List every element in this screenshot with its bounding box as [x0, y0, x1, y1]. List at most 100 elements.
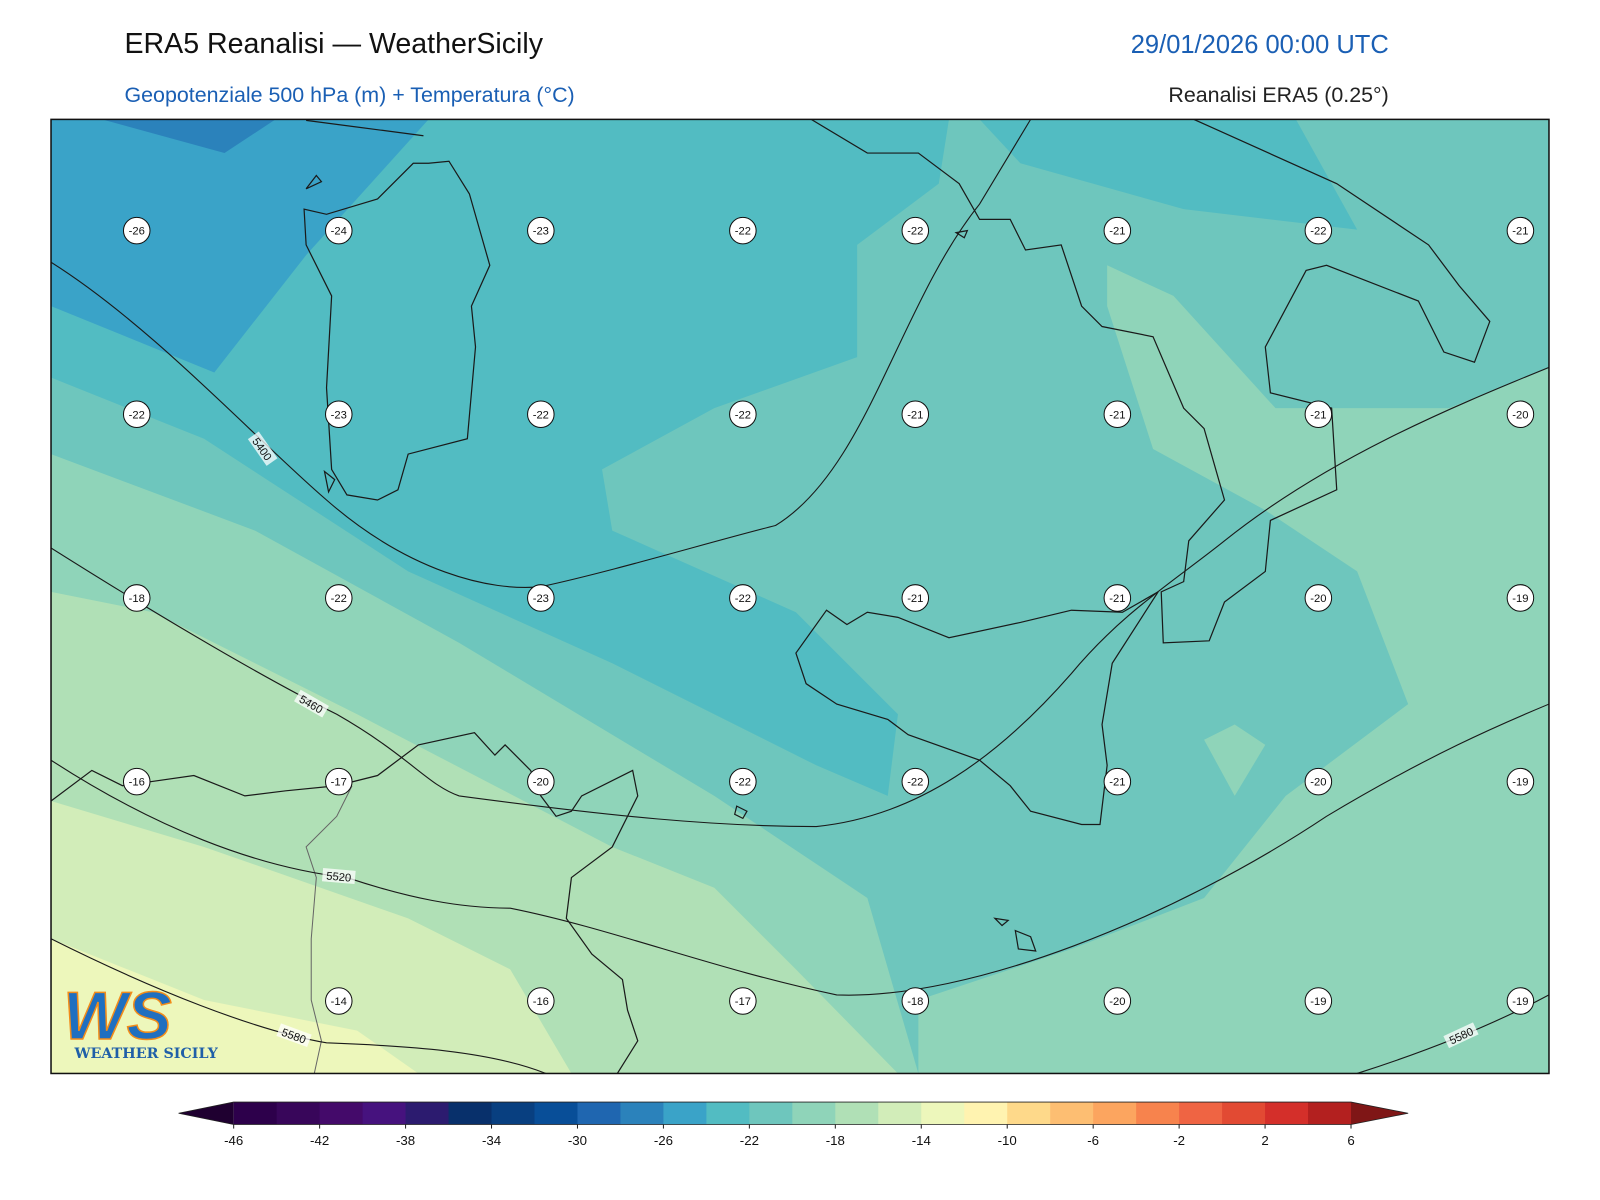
temperature-label: -22 — [907, 226, 923, 238]
point-marker — [1304, 987, 1333, 1015]
colorbar-box — [835, 1102, 879, 1125]
point-marker — [122, 767, 151, 796]
datetime: 29/01/2026 00:00 UTC — [1131, 31, 1389, 59]
temperature-label: -19 — [1512, 996, 1528, 1008]
temperature-label: -21 — [1109, 409, 1125, 421]
temperature-label: -17 — [735, 996, 751, 1008]
temperature-label: -22 — [735, 409, 751, 421]
contour-label-bg — [294, 689, 329, 718]
coastline — [795, 591, 1159, 826]
border — [305, 785, 353, 1074]
temperature-label: -22 — [735, 777, 751, 789]
colorbar-tick-label: -38 — [396, 1133, 415, 1148]
temperature-label: -16 — [129, 777, 145, 789]
point-marker — [325, 767, 353, 796]
point-marker — [325, 987, 353, 1015]
colorbar-box — [448, 1102, 493, 1125]
temperature-label: -21 — [907, 593, 923, 605]
contour-label-bg — [247, 431, 278, 466]
temperature-label: -14 — [331, 996, 347, 1008]
colorbar-box — [1136, 1102, 1180, 1125]
source: Reanalisi ERA5 (0.25°) — [1168, 83, 1388, 107]
point-marker — [325, 400, 353, 429]
temperature-label: -22 — [735, 226, 751, 238]
contour-label-bg — [1443, 1022, 1479, 1049]
temperature-label: -21 — [1109, 226, 1125, 238]
colorbar-tick-label: 2 — [1261, 1133, 1268, 1148]
colorbar-box — [663, 1102, 707, 1125]
field — [1204, 724, 1266, 796]
colorbar-box — [964, 1102, 1008, 1125]
point-marker — [901, 987, 930, 1015]
isohypse — [51, 366, 1549, 828]
temperature-label: -26 — [129, 226, 145, 238]
colorbar-box — [1308, 1102, 1352, 1125]
point-marker — [1103, 400, 1132, 429]
temperature-label: -21 — [1310, 409, 1326, 421]
field — [102, 119, 276, 154]
colorbar-over — [1351, 1102, 1409, 1125]
temperature-label: -20 — [533, 777, 549, 789]
colorbar-box — [405, 1102, 450, 1125]
temperature-label: -23 — [533, 226, 549, 238]
colorbar-tick-label: -22 — [740, 1133, 759, 1148]
field — [979, 119, 1358, 230]
field — [51, 119, 429, 373]
point-marker — [527, 584, 555, 612]
isohypse — [51, 703, 1549, 996]
point-marker — [901, 767, 930, 796]
colorbar-box — [319, 1102, 364, 1125]
colorbar-tick-label: -34 — [482, 1133, 501, 1148]
colorbar-tick-label: 6 — [1347, 1133, 1354, 1148]
temperature-label: -19 — [1310, 996, 1326, 1008]
temperature-label: -21 — [907, 409, 923, 421]
point-marker — [1304, 584, 1333, 612]
temperature-label: -24 — [331, 226, 347, 238]
colorbar-box — [577, 1102, 621, 1125]
colorbar-tick-label: -2 — [1173, 1133, 1185, 1148]
point-marker — [1103, 987, 1132, 1015]
colorbar-box — [233, 1102, 278, 1125]
colorbar-box — [276, 1102, 321, 1125]
colorbar-tick-label: -46 — [224, 1133, 243, 1148]
field — [918, 265, 1549, 1074]
coastline — [810, 119, 1491, 644]
point-marker — [901, 400, 930, 429]
map-area: -26 -24 -23 -22 -22 -21 -22 -21 -22 -23 -22 -22 -21 -… — [51, 119, 1549, 1074]
colorbar-box — [792, 1102, 836, 1125]
colorbar-box — [1179, 1102, 1223, 1125]
isohypse — [1356, 994, 1549, 1074]
point-marker — [729, 987, 757, 1015]
point-marker — [122, 400, 151, 429]
colorbar-box — [534, 1102, 578, 1125]
logo-mark: WS — [63, 979, 172, 1054]
point-marker — [1506, 584, 1535, 612]
colorbar-box — [620, 1102, 664, 1125]
point-marker — [325, 216, 353, 245]
colorbar-box — [878, 1102, 922, 1125]
temperature-label: -22 — [129, 409, 145, 421]
colorbar-box — [749, 1102, 793, 1125]
point-marker — [1304, 400, 1333, 429]
point-marker — [729, 767, 757, 796]
point-marker — [729, 400, 757, 429]
temperature-label: -18 — [129, 593, 145, 605]
temperature-label: -20 — [1310, 593, 1326, 605]
point-marker — [1103, 216, 1132, 245]
colorbar-tick-label: -14 — [912, 1133, 931, 1148]
point-marker — [527, 400, 555, 429]
colorbar-box — [1007, 1102, 1051, 1125]
temperature-label: -20 — [1109, 996, 1125, 1008]
colorbar-box — [1265, 1102, 1309, 1125]
point-marker — [729, 216, 757, 245]
point-marker — [325, 584, 353, 612]
temperature-label: -22 — [1310, 226, 1326, 238]
colorbar-box — [362, 1102, 407, 1125]
temperature-label: -20 — [1512, 409, 1528, 421]
colorbar: -46 -42 -38 -34 -30 -26 -22 -18 -14 -10 -6 -2 2 6 — [178, 1101, 1409, 1148]
contour-label-bg — [276, 1023, 312, 1048]
point-marker — [1506, 400, 1535, 429]
temperature-label: -22 — [331, 593, 347, 605]
logo: WS WEATHER SICILY — [62, 978, 218, 1062]
